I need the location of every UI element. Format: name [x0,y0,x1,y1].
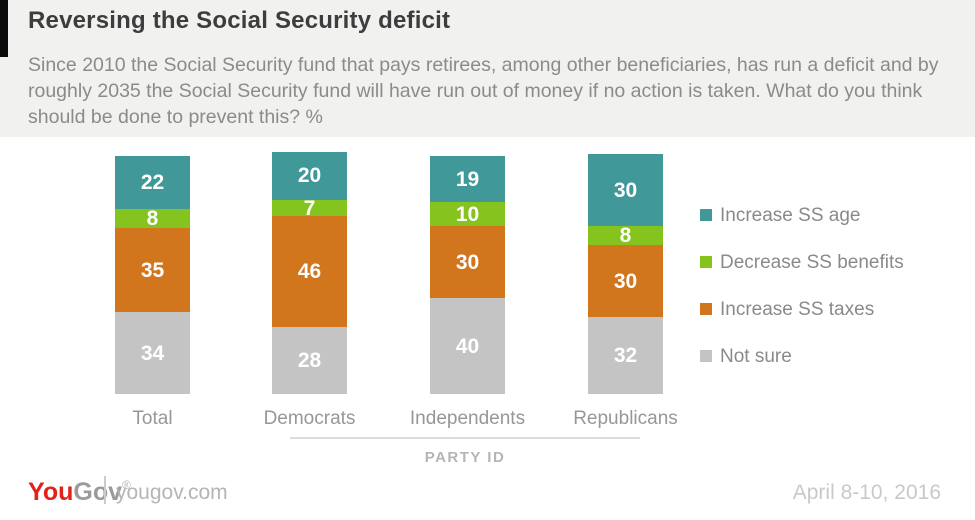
bar-value-label: 20 [297,164,322,188]
bar-segment: 10 [430,202,505,226]
bar-segment: 35 [115,228,190,313]
bar-segment: 46 [272,216,347,327]
legend-swatch-icon [700,350,712,362]
legend-item: Increase SS taxes [700,299,904,321]
bar-segment: 28 [272,326,347,394]
registered-mark-icon: ® [122,478,131,492]
bar-value-label: 30 [613,269,638,293]
bar-value-label: 19 [455,167,480,191]
bar-segment: 30 [588,154,663,227]
logo-you-text: You [28,478,74,506]
bar-segment: 30 [430,226,505,298]
legend-label: Decrease SS benefits [720,252,904,273]
legend-swatch-icon [700,209,712,221]
bar-value-label: 22 [140,171,165,195]
yougov-logo: YouGov® [28,478,131,507]
bar-segment: 34 [115,312,190,394]
x-axis-label: PARTY ID [424,449,506,466]
legend-item: Increase SS age [700,205,904,227]
bar-value-label: 30 [613,178,638,202]
legend-label: Increase SS taxes [720,299,875,320]
bar-segment: 40 [430,298,505,394]
legend: Increase SS age Decrease SS benefits Incre… [700,205,904,393]
bar-value-label: 40 [455,334,480,358]
bar-segment: 8 [588,224,663,248]
survey-date: April 8-10, 2016 [792,481,941,504]
site-url: yougov.com [116,481,228,504]
bar-value-label: 7 [303,196,316,220]
logo-gov-text: Gov [73,478,122,506]
bar-value-label: 8 [619,224,632,248]
bar-democrats: 20 7 46 28 [272,151,347,394]
bar-segment: 7 [272,196,347,220]
accent-stripe [0,0,8,57]
legend-item: Decrease SS benefits [700,252,904,274]
bar-republicans: 30 8 30 32 [588,154,663,394]
footer-divider [104,476,106,504]
header: Reversing the Social Security deficit Si… [0,0,975,137]
bar-value-label: 35 [140,258,165,282]
bar-value-label: 34 [140,341,165,365]
bar-segment: 22 [115,156,190,210]
category-label: Republicans [573,408,678,429]
bar-segment: 19 [430,156,505,202]
category-label: Total [132,408,173,429]
legend-item: Not sure [700,346,904,368]
bar-value-label: 32 [613,344,638,368]
bar-segment: 20 [272,151,347,200]
bar-segment: 8 [115,207,190,231]
legend-swatch-icon [700,303,712,315]
legend-label: Increase SS age [720,205,861,226]
footer: YouGov® yougov.com April 8-10, 2016 [0,470,975,520]
bar-segment: 30 [588,245,663,318]
legend-swatch-icon [700,256,712,268]
bar-independents: 19 10 30 40 [430,156,505,394]
party-group-underline [290,437,640,439]
legend-label: Not sure [720,346,792,367]
bar-value-label: 28 [297,348,322,372]
bar-value-label: 10 [455,202,480,226]
bar-total: 22 8 35 34 [115,156,190,394]
bar-segment: 32 [588,317,663,394]
chart-title: Reversing the Social Security deficit [28,7,451,34]
bar-value-label: 30 [455,250,480,274]
bar-value-label: 46 [297,260,322,284]
bar-value-label: 8 [146,207,159,231]
category-label: Independents [409,408,526,429]
chart-subtitle: Since 2010 the Social Security fund that… [28,54,939,128]
category-label: Democrats [263,408,356,429]
